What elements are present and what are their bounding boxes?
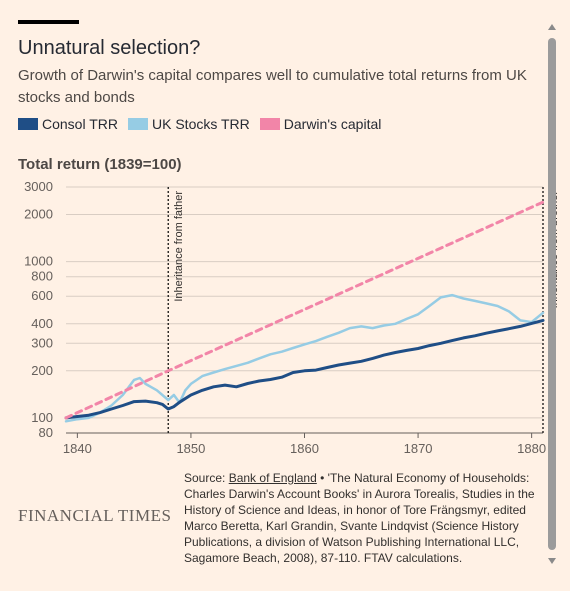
scroll-thumb[interactable] [548,38,556,550]
legend-swatch-darwin [259,118,280,130]
y-tick-label: 2000 [24,207,53,222]
source-prefix: Source: [184,471,229,485]
x-tick-label: 1850 [176,441,205,456]
ft-logo: FINANCIAL TIMES [18,506,172,525]
series-line-2 [64,200,545,420]
series-lines [64,200,545,423]
y-tick-label: 80 [39,425,53,440]
scroll-up-icon[interactable] [548,24,556,30]
source-note: Source: Bank of England • 'The Natural E… [184,470,544,566]
x-tick-label: 1880 [517,441,546,456]
legend-item-darwin: Darwin's capital [259,116,382,132]
legend-label-uk-stocks: UK Stocks TRR [152,116,250,132]
y-tick-label: 600 [31,288,53,303]
legend-label-consol: Consol TRR [42,116,118,132]
y-tick-label: 3000 [24,179,53,194]
x-tick-label: 1840 [63,441,92,456]
header-rule [18,20,79,24]
legend-item-uk-stocks: UK Stocks TRR [128,116,250,132]
y-tick-label: 1000 [24,254,53,269]
annotations: Inheritance from fatherInheritance from … [167,187,560,433]
source-text: • 'The Natural Economy of Households: Ch… [184,471,535,565]
y-tick-label: 300 [31,335,53,350]
legend-swatch-uk-stocks [128,118,148,130]
vertical-scrollbar[interactable] [547,24,557,564]
legend: Consol TRR UK Stocks TRR Darwin's capita… [18,116,391,132]
y-tick-label: 800 [31,269,53,284]
x-tick-labels: 1840 1850 1860 1870 1880 [63,433,546,456]
y-axis-title: Total return (1839=100) [18,156,182,173]
scroll-down-icon[interactable] [548,558,556,564]
series-line-1 [64,293,545,423]
series-line-0 [64,318,545,420]
chart-subtitle: Growth of Darwin's capital compares well… [18,67,527,106]
chart-title: Unnatural selection? [18,37,201,59]
y-tick-label: 200 [31,363,53,378]
legend-item-consol: Consol TRR [18,116,118,132]
grid-lines [66,186,543,434]
annotation-label: Inheritance from father [173,191,185,302]
legend-label-darwin: Darwin's capital [283,116,382,132]
y-tick-label: 400 [31,316,53,331]
legend-swatch-consol [18,118,38,130]
y-tick-label: 100 [31,410,53,425]
x-tick-label: 1870 [404,441,433,456]
source-link-boe[interactable]: Bank of England [228,471,317,485]
x-tick-label: 1860 [290,441,319,456]
